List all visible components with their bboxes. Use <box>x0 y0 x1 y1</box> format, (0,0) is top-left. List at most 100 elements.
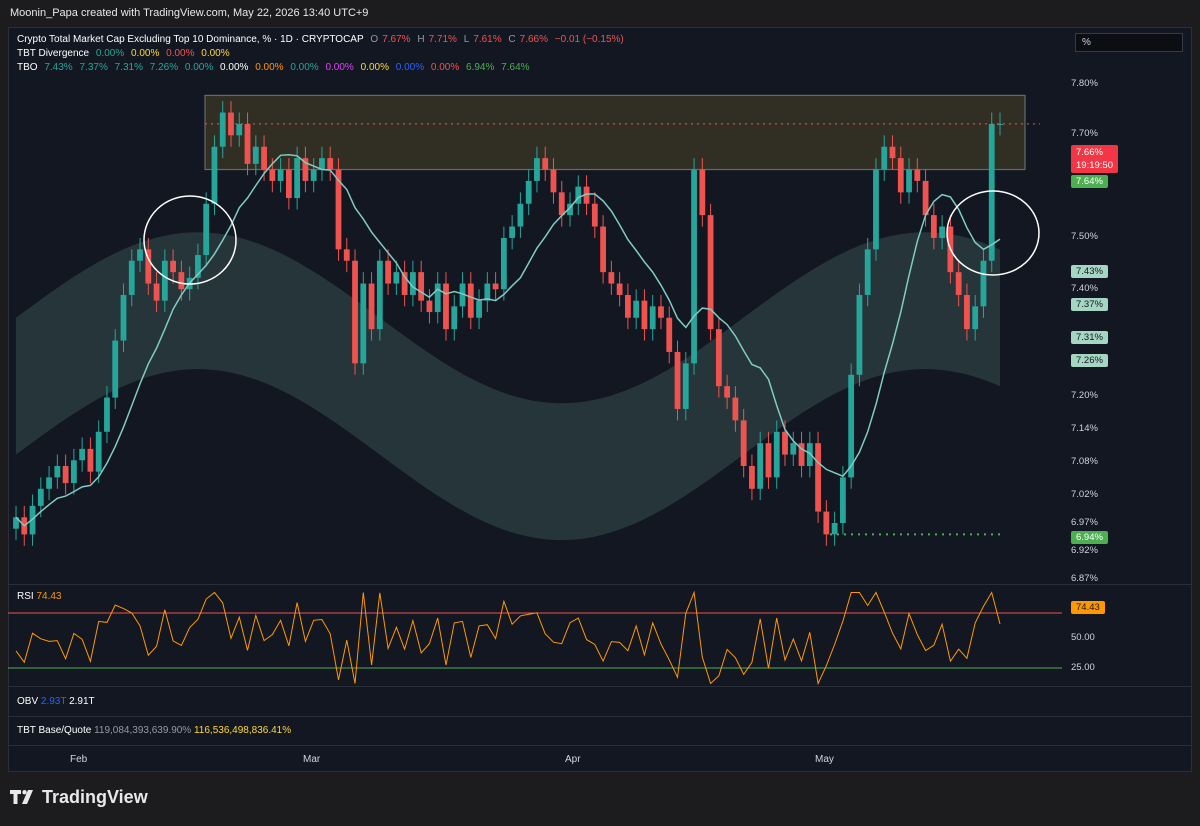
divergence-legend[interactable]: TBT Divergence 0.00% 0.00% 0.00% 0.00% <box>17 48 234 59</box>
base-quote-name: TBT Base/Quote <box>17 725 92 736</box>
base-quote-v1: 119,084,393,639.90% <box>94 725 192 736</box>
candle-body <box>939 226 946 238</box>
candle-body <box>145 249 152 284</box>
price-label: 7.14% <box>1071 423 1098 434</box>
legend-low: 7.61% <box>473 34 502 45</box>
candle-body <box>252 146 259 164</box>
chart-frame[interactable]: Crypto Total Market Cap Excluding Top 10… <box>8 27 1192 772</box>
tbo-legend[interactable]: TBO 7.43% 7.37% 7.31% 7.26% 0.00% 0.00% … <box>17 62 534 73</box>
tag-7-43: 7.43% <box>1071 265 1108 278</box>
candle-body <box>219 112 226 147</box>
obv-name: OBV <box>17 696 39 707</box>
candle-body <box>104 397 110 432</box>
candle-body <box>641 300 648 330</box>
credit-text: Moonin_Papa created with TradingView.com… <box>10 7 369 19</box>
candle-body <box>244 123 251 164</box>
candle-body <box>558 192 565 216</box>
tag-7-26: 7.26% <box>1071 354 1108 367</box>
divergence-v1: 0.00% <box>95 48 125 59</box>
candle-body <box>418 272 425 301</box>
candle-body <box>360 283 367 364</box>
candle-body <box>112 340 119 398</box>
price-label: 6.97% <box>1071 517 1098 528</box>
obv-legend[interactable]: OBV 2.93T 2.91T <box>17 696 95 707</box>
tbo-v4: 0.00% <box>184 62 214 73</box>
rsi-axis-label: 50.00 <box>1071 632 1095 643</box>
candle-body <box>591 203 598 227</box>
tbo-cloud <box>16 232 1000 541</box>
x-tick-apr: Apr <box>565 754 581 765</box>
base-quote-legend[interactable]: TBT Base/Quote 119,084,393,639.90% 116,5… <box>17 725 291 736</box>
price-label: 7.80% <box>1071 78 1098 89</box>
candle-body <box>608 272 615 284</box>
main-legend: Crypto Total Market Cap Excluding Top 10… <box>17 34 624 45</box>
x-tick-mar: Mar <box>303 754 321 765</box>
candle-body <box>674 351 681 409</box>
scale-mode-box[interactable]: % <box>1075 33 1183 52</box>
candle-body <box>343 249 350 261</box>
tag-7-64: 7.64% <box>1071 175 1108 188</box>
candle-body <box>410 272 416 295</box>
price-label: 7.08% <box>1071 456 1098 467</box>
candle-body <box>467 283 474 318</box>
candle-body <box>848 374 855 478</box>
candle-body <box>327 158 334 170</box>
tbo-v12: 6.94% <box>466 62 495 73</box>
last-price-value: 7.66% <box>1076 147 1103 158</box>
price-label: 6.87% <box>1071 573 1098 584</box>
candle-body <box>492 283 499 290</box>
candle-body <box>749 465 755 489</box>
candle-body <box>161 260 168 301</box>
tbo-v7: 0.00% <box>290 62 319 73</box>
candle-body <box>310 169 317 181</box>
rsi-name: RSI <box>17 591 34 602</box>
candle-body <box>385 260 391 284</box>
candle-body <box>170 260 177 273</box>
candle-body <box>881 146 888 170</box>
candle-body <box>575 186 582 204</box>
tbo-v11: 0.00% <box>430 62 460 73</box>
candle-body <box>922 180 929 216</box>
price-label: 7.02% <box>1071 489 1098 500</box>
candle-body <box>517 203 524 227</box>
candle-body <box>393 272 400 284</box>
divergence-v2: 0.00% <box>131 48 160 59</box>
candle-body <box>434 283 441 313</box>
candle-body <box>401 272 408 295</box>
candle-body <box>376 260 383 330</box>
candle-body <box>269 169 276 181</box>
candle-body <box>95 431 102 472</box>
price-label: 6.92% <box>1071 545 1098 556</box>
rsi-value-tag: 74.43 <box>1071 601 1105 614</box>
candle-body <box>37 488 44 506</box>
candle-body <box>715 329 722 387</box>
tbo-v6: 0.00% <box>255 62 284 73</box>
legend-open: 7.67% <box>382 34 411 45</box>
candle-body <box>699 169 706 216</box>
candle-body <box>443 283 449 330</box>
rsi-legend[interactable]: RSI 74.43 <box>17 591 61 602</box>
candle-body <box>302 158 309 181</box>
tbo-v5: 0.00% <box>220 62 249 73</box>
candle-body <box>658 306 664 318</box>
base-quote-v2: 116,536,498,836.41% <box>193 725 292 736</box>
candle-body <box>864 249 871 295</box>
candle-body <box>765 443 772 478</box>
circle-annotation-left <box>143 195 237 285</box>
candle-body <box>724 386 731 398</box>
candle-body <box>195 255 201 278</box>
candle-body <box>972 306 979 330</box>
obv-v2: 2.91T <box>69 696 95 707</box>
tbo-v8: 0.00% <box>325 62 354 73</box>
candle-body <box>567 203 573 216</box>
candle-body <box>732 397 739 421</box>
tbo-v1: 7.37% <box>79 62 108 73</box>
candle-body <box>600 226 606 273</box>
candle-body <box>451 306 458 330</box>
legend-high: 7.71% <box>428 34 457 45</box>
candle-body <box>707 215 714 330</box>
candle-body <box>649 306 656 330</box>
candle-body <box>178 272 185 290</box>
obv-v1: 2.93T <box>40 696 67 707</box>
